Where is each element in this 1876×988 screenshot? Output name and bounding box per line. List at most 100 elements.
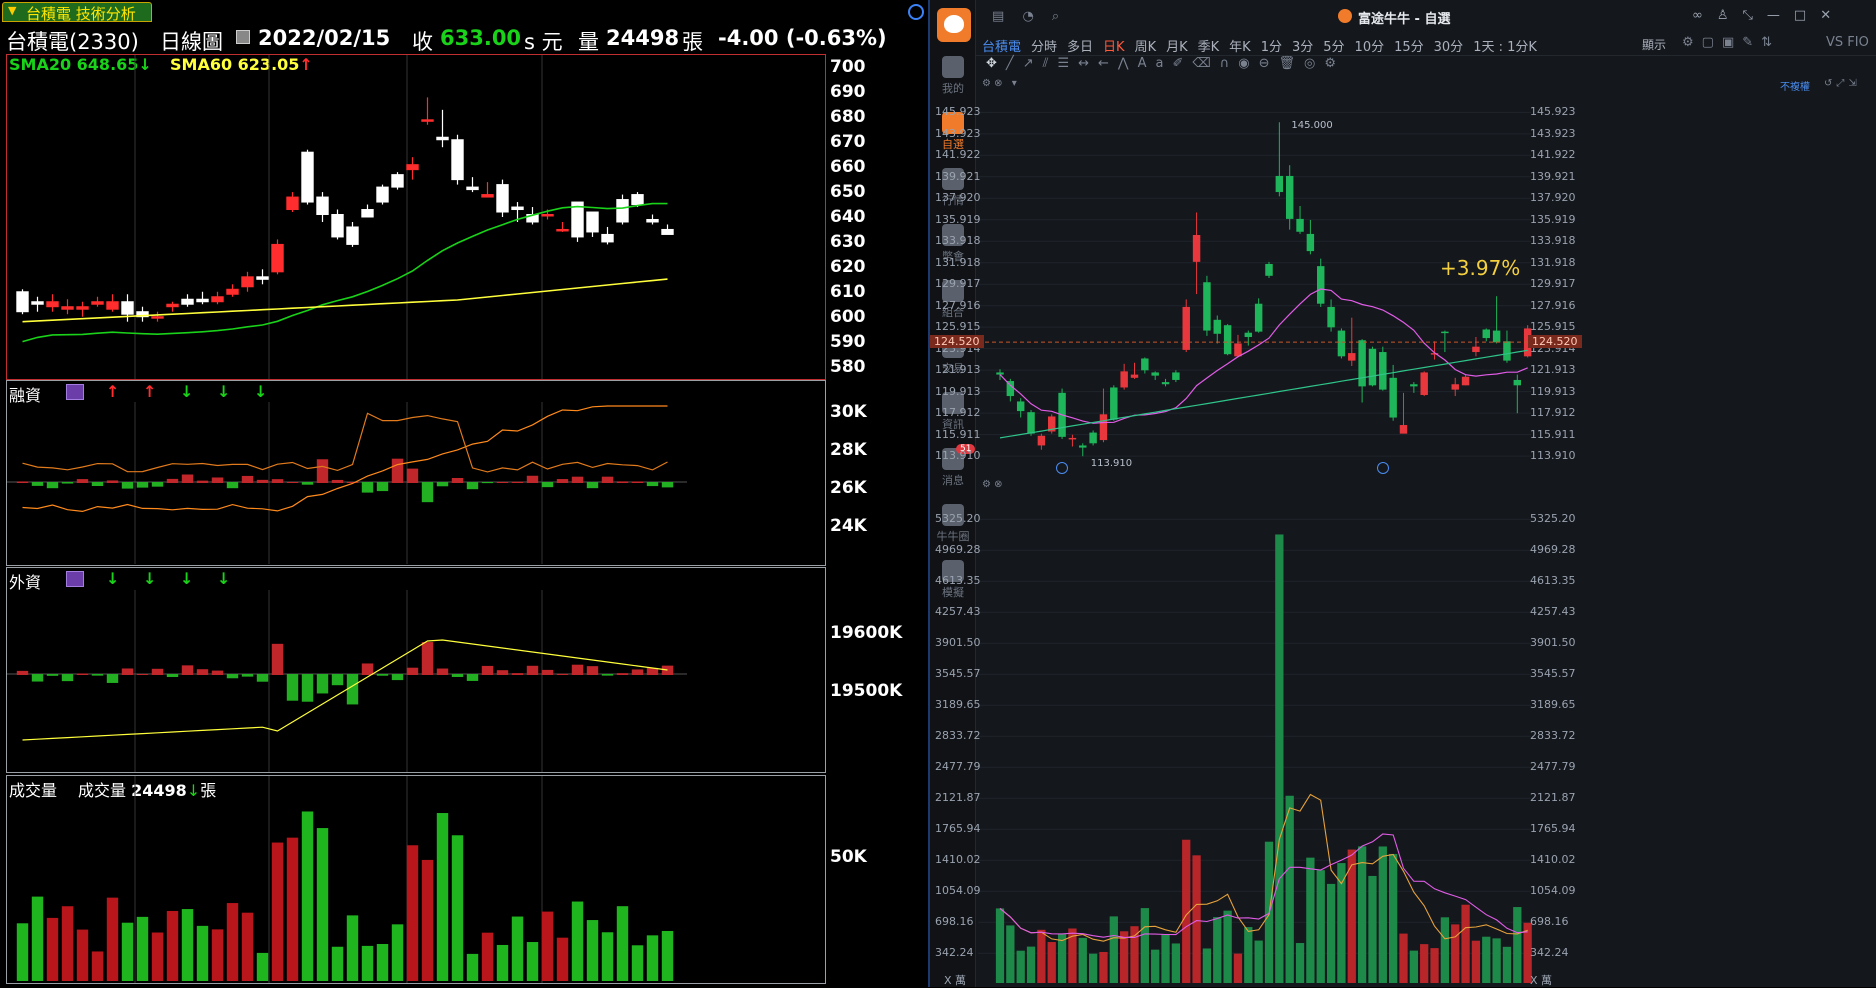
sidebar-item-market[interactable]: 行情 bbox=[930, 168, 976, 208]
volume-bar bbox=[1120, 931, 1129, 983]
earnings-marker-icon[interactable] bbox=[1376, 462, 1389, 474]
volume-legend-unit: 張 bbox=[200, 781, 217, 800]
share-icon[interactable]: ⇅ bbox=[1761, 35, 1781, 50]
volume-bar bbox=[1099, 951, 1108, 983]
tab-11[interactable]: 10分 bbox=[1354, 40, 1385, 55]
tab-9[interactable]: 3分 bbox=[1291, 40, 1314, 55]
window-menu-tab[interactable] bbox=[2, 2, 152, 22]
line-tool-icon[interactable]: ╱ bbox=[1005, 56, 1023, 71]
shirt-icon[interactable]: ♙ bbox=[1716, 8, 1743, 23]
sidebar-item-pie[interactable]: 組合 bbox=[930, 280, 976, 320]
tab-7[interactable]: 年K bbox=[1229, 40, 1251, 55]
tab-1[interactable]: 分時 bbox=[1031, 40, 1058, 55]
gear-small-icon[interactable]: ⚙ bbox=[1324, 56, 1346, 71]
channel-tool-icon[interactable]: ⫽ bbox=[1042, 56, 1058, 71]
user-icon bbox=[942, 56, 964, 78]
display-label[interactable]: 顯示 bbox=[1642, 38, 1667, 52]
lock-icon[interactable]: ⊖ bbox=[1258, 56, 1279, 71]
candle-body bbox=[1379, 352, 1387, 390]
app-logo[interactable] bbox=[937, 8, 971, 42]
tab-13[interactable]: 30分 bbox=[1433, 40, 1464, 55]
event-marker-icon[interactable] bbox=[1056, 462, 1069, 474]
candle-body bbox=[436, 136, 449, 141]
sidebar-item-trophy[interactable]: 幣會 bbox=[930, 224, 976, 264]
search-icon[interactable]: ⌕ bbox=[1051, 9, 1060, 24]
collapse-icon[interactable]: ⇲ bbox=[1848, 78, 1861, 89]
sidebar-item-user[interactable]: 我的 bbox=[930, 56, 976, 96]
candle-body bbox=[1513, 379, 1522, 386]
timeframe-tabs: 台積電 分時 多日 日K 周K 月K 季K 年K 1分 3分 5分 10分 15分 30分 1天 : 1分K bbox=[982, 36, 1547, 55]
mavol20-line bbox=[999, 833, 1528, 938]
trash-icon[interactable]: 🗑 bbox=[1278, 56, 1305, 71]
note-tool-icon[interactable]: ✐ bbox=[1172, 56, 1193, 71]
volume-bar bbox=[1492, 938, 1501, 983]
eraser-icon[interactable]: ⌫ bbox=[1192, 56, 1220, 71]
right-price-axis-label: 115.911 bbox=[1530, 427, 1576, 441]
candle-body bbox=[1244, 332, 1253, 338]
reset-icon[interactable]: ↺ bbox=[1824, 78, 1837, 89]
shrink-icon[interactable]: ⤡ bbox=[1742, 8, 1767, 23]
sidebar-item-community[interactable]: 牛牛圈 bbox=[930, 504, 976, 544]
sidebar-item-gamepad[interactable]: 模擬 bbox=[930, 560, 976, 600]
sidebar-item-news[interactable]: 資訊 bbox=[930, 392, 976, 432]
link-icon[interactable]: ∞ bbox=[1692, 8, 1717, 23]
hide-icon[interactable]: ◎ bbox=[1304, 56, 1325, 71]
ray-tool-icon[interactable]: ↗ bbox=[1022, 56, 1043, 71]
window-menu-title[interactable]: 台積電 技術分析 bbox=[26, 5, 136, 23]
sidebar-item-label: 資訊 bbox=[942, 418, 964, 431]
sidebar-item-message[interactable]: 消息 51 bbox=[930, 444, 976, 488]
foreign-bar bbox=[541, 669, 554, 675]
tab-4[interactable]: 周K bbox=[1134, 40, 1157, 55]
sidebar-item-watchlist[interactable]: 自選 bbox=[930, 112, 976, 152]
bell-icon[interactable]: ◔ bbox=[1022, 9, 1034, 24]
menu-icon[interactable]: ▤ bbox=[992, 9, 1005, 24]
vs-label[interactable]: VS FIO bbox=[1826, 35, 1869, 50]
candle-body bbox=[196, 298, 209, 303]
foreign-axis-label: 19600K bbox=[830, 623, 903, 643]
pen-icon[interactable]: ✎ bbox=[1742, 35, 1762, 50]
foreign-bar bbox=[181, 665, 194, 675]
layout-icon[interactable]: ▢ bbox=[1701, 35, 1722, 50]
settings-icon[interactable]: ⚙ bbox=[1682, 35, 1702, 50]
fullscreen-icon[interactable]: ⤢ bbox=[1836, 78, 1849, 89]
fib-tool-icon[interactable]: ☰ bbox=[1057, 56, 1079, 71]
arrow-tool-icon[interactable]: ← bbox=[1098, 56, 1118, 71]
candle-body bbox=[1130, 374, 1139, 378]
tab-8[interactable]: 1分 bbox=[1260, 40, 1282, 55]
margin-bar bbox=[166, 478, 179, 483]
eye-icon[interactable]: ◉ bbox=[1238, 56, 1259, 71]
tab-2[interactable]: 多日 bbox=[1067, 40, 1094, 55]
magnet-icon[interactable]: ∩ bbox=[1219, 56, 1239, 71]
tab-6[interactable]: 季K bbox=[1197, 40, 1220, 55]
maximize-icon[interactable]: □ bbox=[1793, 8, 1821, 23]
camera-icon[interactable]: ▣ bbox=[1721, 35, 1743, 50]
volume-unit-left: X 萬 bbox=[944, 974, 967, 987]
tab-10[interactable]: 5分 bbox=[1323, 40, 1345, 55]
candle-body bbox=[1223, 325, 1232, 355]
margin-bar bbox=[496, 481, 509, 483]
zoom-icon[interactable] bbox=[908, 4, 924, 20]
margin-legend-item: ↓ bbox=[248, 382, 267, 401]
tab-5[interactable]: 月K bbox=[1166, 40, 1188, 55]
minimize-icon[interactable]: — bbox=[1766, 8, 1794, 23]
down-arrow-icon: ↓ bbox=[142, 569, 157, 588]
foreign-settings-icon[interactable] bbox=[66, 571, 84, 587]
margin-bar bbox=[361, 482, 374, 493]
margin-legend-item: ↓ bbox=[211, 382, 230, 401]
window-menu-arrow-icon[interactable]: ▼ bbox=[8, 4, 17, 17]
tab-0[interactable]: 台積電 bbox=[982, 40, 1022, 55]
candle-body bbox=[1141, 358, 1149, 371]
close-icon[interactable]: ✕ bbox=[1820, 8, 1846, 23]
measure-tool-icon[interactable]: ↔ bbox=[1078, 56, 1099, 71]
tab-3[interactable]: 日K bbox=[1103, 40, 1125, 55]
crosshair-icon[interactable]: ✥ bbox=[986, 56, 1006, 71]
text-tool-icon[interactable]: Aa bbox=[1137, 56, 1173, 71]
no-adjust-label[interactable]: 不複權 bbox=[1780, 82, 1810, 93]
tab-14[interactable]: 1天 : 1分K bbox=[1473, 40, 1537, 55]
date-dropdown-icon[interactable] bbox=[236, 30, 250, 44]
window-divider[interactable] bbox=[928, 0, 930, 987]
candle-body bbox=[46, 301, 59, 308]
margin-settings-icon[interactable] bbox=[66, 384, 84, 400]
tab-12[interactable]: 15分 bbox=[1394, 40, 1424, 55]
pattern-tool-icon[interactable]: ⋀ bbox=[1117, 56, 1138, 71]
